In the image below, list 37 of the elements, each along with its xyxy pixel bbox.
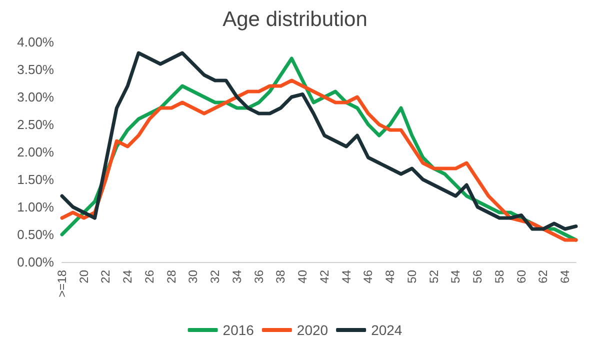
y-tick-label: 0.50% [17, 227, 54, 242]
x-tick-label: 54 [448, 270, 463, 284]
x-tick-label: 24 [120, 270, 135, 284]
x-tick-label: 50 [404, 270, 419, 284]
x-tick-label: 38 [274, 270, 288, 284]
x-tick-label: 40 [296, 270, 310, 284]
x-tick-label: 26 [142, 270, 156, 284]
x-tick-label: 36 [252, 270, 266, 284]
y-tick-label: 1.50% [17, 172, 54, 187]
chart-title: Age distribution [222, 8, 368, 31]
x-tick-label: 58 [492, 270, 506, 284]
x-tick-label: 56 [470, 270, 485, 284]
x-tick-label: 20 [76, 270, 91, 284]
y-tick-label: 2.50% [17, 117, 54, 132]
y-tick-label: 2.00% [17, 144, 54, 160]
x-tick-label: 34 [230, 270, 244, 284]
x-tick-label: >=18 [55, 270, 69, 298]
y-tick-label: 4.00% [17, 34, 54, 50]
x-tick-label: 52 [426, 270, 441, 284]
y-tick-label: 0.00% [17, 254, 54, 270]
x-tick-label: 28 [164, 270, 178, 284]
y-tick-label: 1.00% [17, 200, 54, 214]
x-tick-label: 32 [208, 270, 222, 284]
x-tick-label: 46 [361, 270, 376, 284]
x-tick-label: 60 [514, 270, 528, 284]
x-tick-label: 44 [339, 270, 354, 284]
x-tick-label: 30 [186, 270, 200, 284]
y-tick-label: 3.00% [17, 90, 54, 104]
legend-label: 2020 [296, 322, 328, 338]
x-tick-label: 42 [317, 270, 332, 284]
legend-label: 2016 [222, 322, 254, 338]
x-tick-label: 64 [558, 270, 572, 284]
legend-label: 2024 [371, 322, 402, 338]
y-tick-label: 3.50% [17, 62, 54, 77]
x-tick-label: 62 [536, 270, 550, 284]
x-tick-label: 48 [383, 270, 398, 284]
x-tick-label: 22 [98, 270, 113, 284]
